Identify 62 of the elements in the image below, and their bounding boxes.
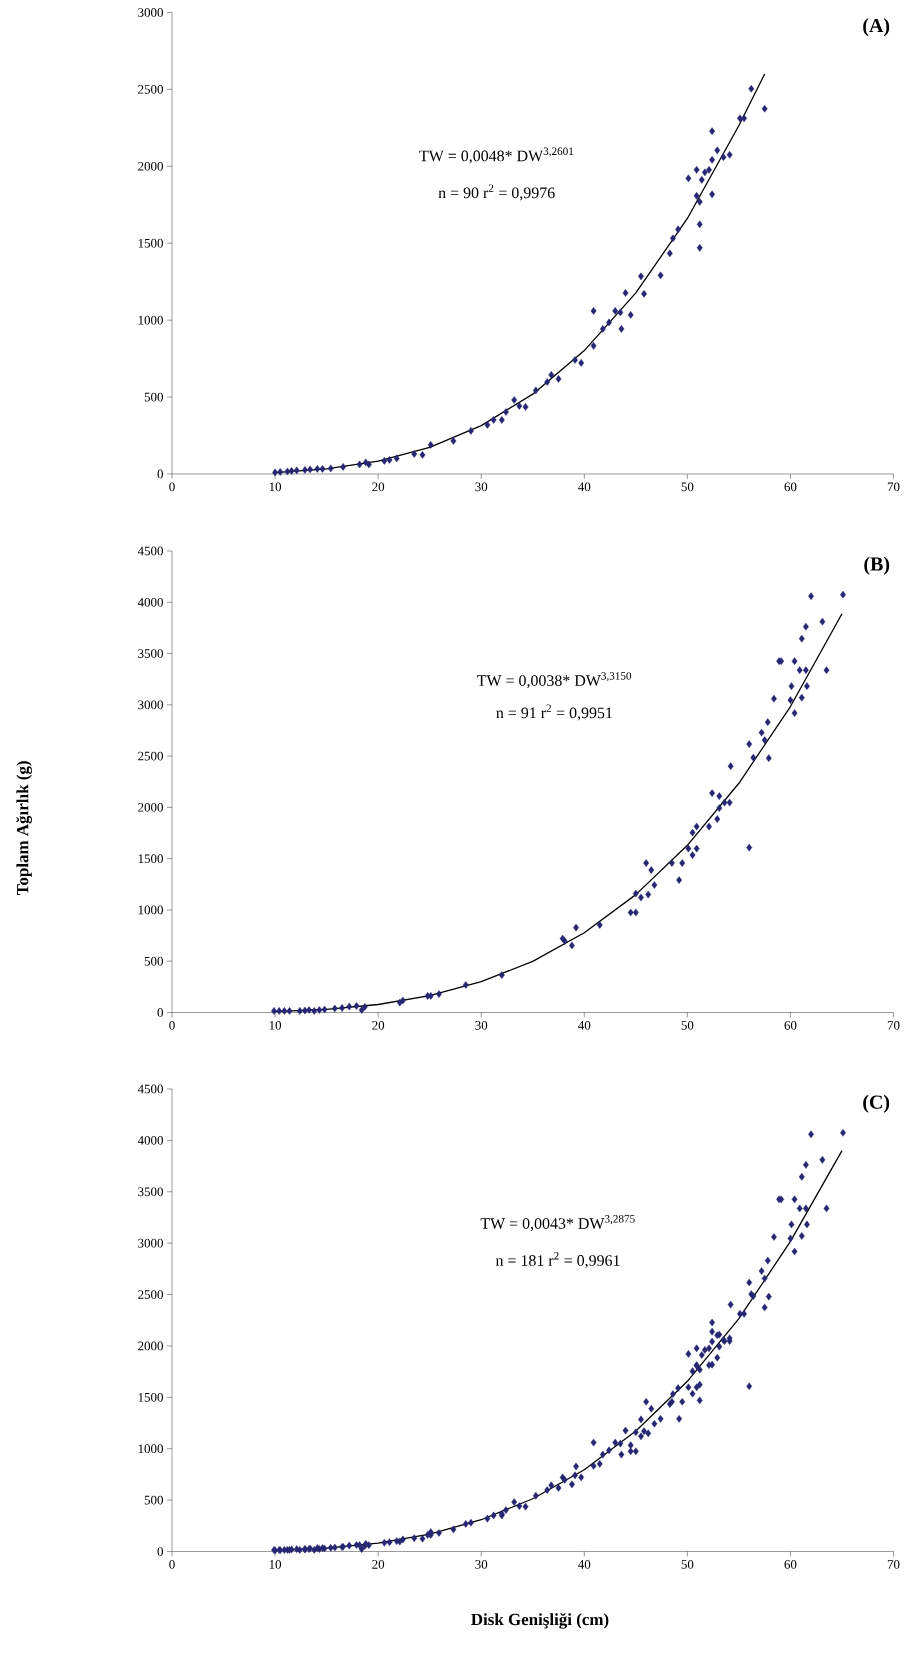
y-tick-label: 3000: [138, 8, 163, 17]
x-tick-label: 30: [475, 482, 488, 492]
y-tick-label: 2500: [138, 751, 163, 761]
x-tick-label: 70: [887, 482, 900, 492]
x-tick-label: 10: [269, 1021, 282, 1030]
y-tick-label: 2500: [138, 1290, 163, 1299]
x-tick-label: 50: [681, 1021, 694, 1030]
annotation: n = 90 r$^{2}$ = 0,9976: [438, 184, 555, 201]
x-tick-label: 40: [578, 1021, 591, 1030]
x-tick-label: 20: [372, 1560, 385, 1569]
y-tick-label: 1000: [138, 1444, 163, 1454]
x-tick-label: 50: [681, 482, 694, 492]
y-tick-label: 2000: [138, 1341, 163, 1351]
y-tick-label: 3000: [138, 1238, 163, 1248]
x-axis-title: Disk Genişliği (cm): [471, 1613, 609, 1629]
y-tick-label: 0: [157, 469, 163, 479]
chart-title: (B): [864, 556, 890, 575]
x-tick-label: 60: [784, 1560, 797, 1569]
y-tick-label: 0: [157, 1008, 163, 1017]
y-tick-label: 4500: [137, 1084, 163, 1094]
x-tick-label: 40: [578, 1560, 591, 1569]
y-tick-label: 500: [144, 956, 163, 966]
annotation: TW = 0,0048* DW$^{3,2601}$: [419, 147, 574, 164]
y-tick-label: 1000: [138, 315, 163, 325]
x-tick-label: 20: [372, 482, 385, 492]
x-tick-label: 70: [887, 1560, 900, 1569]
x-tick-label: 60: [784, 1021, 797, 1030]
chart-title: (A): [863, 18, 890, 37]
x-tick-label: 50: [681, 1560, 694, 1569]
y-tick-label: 3500: [138, 1187, 163, 1197]
y-tick-label: 500: [144, 392, 163, 402]
y-tick-label: 1500: [138, 238, 163, 248]
annotation: TW = 0,0043* DW$^{3,2875}$: [480, 1215, 635, 1232]
chart-title: (C): [863, 1094, 890, 1113]
y-tick-label: 500: [144, 1495, 163, 1505]
x-tick-label: 30: [475, 1021, 488, 1030]
x-tick-label: 40: [578, 482, 591, 492]
annotation: TW = 0,0038* DW$^{3,3150}$: [477, 672, 632, 689]
x-tick-label: 10: [269, 1560, 282, 1569]
y-tick-label: 0: [157, 1547, 163, 1556]
x-tick-label: 60: [784, 482, 797, 492]
annotation: n = 181 r$^{2}$ = 0,9961: [495, 1252, 620, 1269]
x-tick-label: 0: [169, 1021, 175, 1030]
y-tick-label: 3500: [138, 649, 163, 658]
annotation: n = 91 r$^{2}$ = 0,9951: [496, 704, 612, 721]
y-tick-label: 1500: [138, 854, 163, 864]
x-tick-label: 10: [269, 482, 282, 492]
x-tick-label: 30: [475, 1560, 488, 1569]
y-tick-label: 4500: [137, 546, 163, 556]
y-tick-label: 4000: [137, 1136, 163, 1145]
y-tick-label: 1000: [138, 905, 163, 915]
y-axis-title: Toplam Ağırlık (g): [16, 761, 32, 896]
y-tick-label: 2000: [138, 161, 163, 171]
x-tick-label: 0: [169, 482, 175, 492]
y-tick-label: 2000: [138, 803, 163, 812]
x-tick-label: 0: [169, 1560, 175, 1569]
y-tick-label: 1500: [138, 1392, 163, 1402]
x-tick-label: 70: [887, 1021, 900, 1030]
y-tick-label: 3000: [138, 700, 163, 710]
y-tick-label: 4000: [137, 597, 163, 607]
y-tick-label: 2500: [138, 85, 163, 94]
x-tick-label: 20: [372, 1021, 385, 1030]
